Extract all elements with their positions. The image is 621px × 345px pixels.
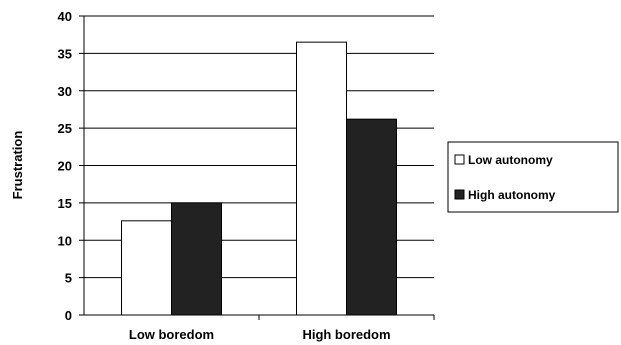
y-axis-title: Frustration <box>10 131 25 200</box>
y-tick-label: 25 <box>58 121 72 136</box>
legend-swatch-low-autonomy <box>454 154 465 165</box>
x-tick-labels: Low boredom High boredom <box>129 327 391 342</box>
legend-box <box>447 141 619 213</box>
y-tick-label: 40 <box>58 9 72 24</box>
bar-low-autonomy <box>296 41 347 316</box>
y-tick-label: 35 <box>58 46 72 61</box>
y-tick-label: 15 <box>58 196 72 211</box>
x-tick-label: Low boredom <box>129 327 214 342</box>
legend-label-high-autonomy: High autonomy <box>468 188 556 202</box>
legend: Low autonomy High autonomy <box>447 141 619 213</box>
legend-label-low-autonomy: Low autonomy <box>468 153 553 167</box>
y-tick-labels: 0 5 10 15 20 25 30 35 40 <box>58 9 72 323</box>
y-tick-label: 30 <box>58 84 72 99</box>
x-tick-label: High boredom <box>302 327 390 342</box>
bar-high-autonomy <box>346 118 397 316</box>
legend-swatch-high-autonomy <box>454 189 465 200</box>
y-tick-label: 20 <box>58 159 72 174</box>
y-tick-label: 10 <box>58 233 72 248</box>
bar-low-autonomy <box>121 220 172 316</box>
bar-high-autonomy <box>171 202 222 316</box>
axes <box>79 15 435 320</box>
y-tick-label: 5 <box>65 271 72 286</box>
y-tick-label: 0 <box>65 308 72 323</box>
bars <box>121 41 397 316</box>
